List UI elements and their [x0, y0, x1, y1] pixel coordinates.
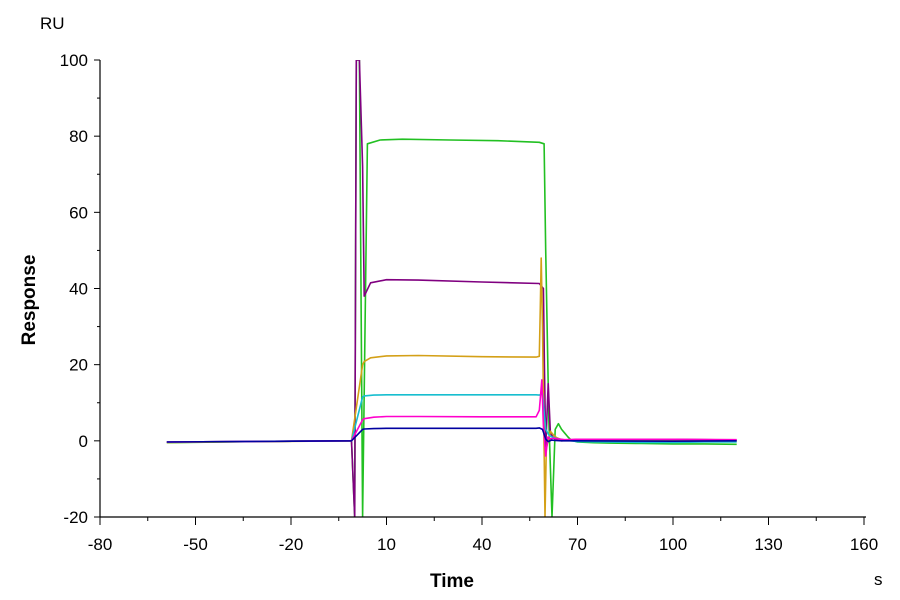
x-axis-title: Time: [430, 571, 474, 592]
axes-layer: [99, 60, 866, 518]
y-tick-label: 80: [69, 127, 88, 146]
x-tick-label: -20: [279, 535, 304, 554]
series-line-1: [166, 60, 737, 517]
series-line-3: [166, 257, 737, 517]
x-tick-label: 10: [377, 535, 396, 554]
y-tick-label: 20: [69, 356, 88, 375]
ticks-layer: -80 -50 -20 10 40 70 100 130 160 -20 0 20 40 60 80 100: [60, 51, 879, 554]
series-line-5: [166, 379, 737, 457]
x-tick-label: 100: [659, 535, 687, 554]
y-tick-label: 0: [79, 432, 88, 451]
y-tick-label: 100: [60, 51, 88, 70]
x-tick-label: 70: [568, 535, 587, 554]
x-tick-label: -50: [183, 535, 208, 554]
x-tick-label: 40: [473, 535, 492, 554]
y-axis-title: Response: [19, 255, 40, 346]
x-unit-label: s: [874, 570, 883, 589]
y-tick-label: 60: [69, 203, 88, 222]
y-unit-label: RU: [40, 14, 65, 33]
y-tick-label: 40: [69, 280, 88, 299]
x-tick-label: -80: [88, 535, 113, 554]
x-tick-label: 160: [850, 535, 878, 554]
series-line-2: [166, 60, 737, 517]
series-line-4: [166, 392, 737, 444]
series-line-6: [166, 427, 737, 443]
x-tick-label: 130: [754, 535, 782, 554]
series-layer: [166, 60, 737, 517]
y-tick-label: -20: [63, 508, 88, 527]
